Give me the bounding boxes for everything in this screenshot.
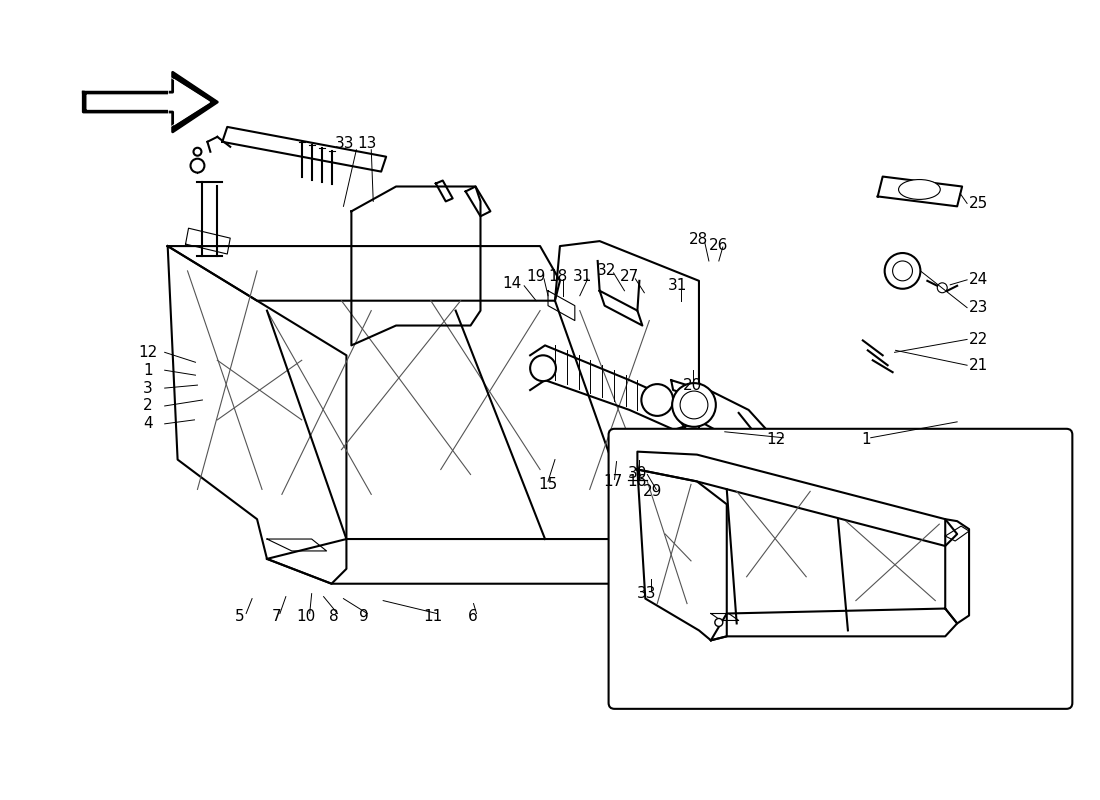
- Text: 12: 12: [139, 345, 157, 360]
- Circle shape: [680, 391, 708, 419]
- Circle shape: [715, 618, 723, 626]
- Text: 5: 5: [235, 609, 245, 624]
- Circle shape: [884, 253, 921, 289]
- Text: 1: 1: [143, 362, 153, 378]
- Text: 4: 4: [143, 416, 153, 431]
- Text: 8: 8: [329, 609, 339, 624]
- Text: 19: 19: [527, 270, 546, 284]
- Text: 17: 17: [603, 474, 623, 489]
- Text: 20: 20: [683, 378, 703, 393]
- FancyBboxPatch shape: [608, 429, 1072, 709]
- Circle shape: [190, 158, 205, 173]
- Circle shape: [641, 384, 673, 416]
- Text: 23: 23: [969, 300, 989, 315]
- Text: 27: 27: [619, 270, 639, 284]
- Ellipse shape: [899, 179, 940, 199]
- Polygon shape: [87, 76, 209, 128]
- Circle shape: [194, 148, 201, 156]
- Circle shape: [718, 450, 728, 459]
- Circle shape: [672, 383, 716, 427]
- Text: 16: 16: [628, 474, 647, 489]
- Text: 29: 29: [642, 484, 662, 499]
- Text: 9: 9: [360, 609, 370, 624]
- Text: 32: 32: [597, 263, 616, 278]
- Text: 15: 15: [538, 477, 558, 492]
- Text: 2: 2: [143, 398, 153, 414]
- Text: 18: 18: [548, 270, 568, 284]
- Text: 33: 33: [334, 136, 354, 151]
- Circle shape: [530, 355, 556, 381]
- Circle shape: [937, 283, 947, 293]
- Text: 26: 26: [710, 238, 728, 253]
- Circle shape: [850, 471, 886, 507]
- Text: 12: 12: [767, 432, 786, 447]
- Polygon shape: [84, 72, 218, 132]
- Text: 11: 11: [424, 609, 442, 624]
- Text: 6: 6: [468, 609, 477, 624]
- Text: 13: 13: [358, 136, 377, 151]
- Text: 25: 25: [969, 196, 989, 211]
- Text: 14: 14: [503, 276, 521, 291]
- Text: 33: 33: [637, 586, 656, 601]
- Circle shape: [840, 462, 895, 517]
- Text: 31: 31: [573, 270, 593, 284]
- Text: 21: 21: [969, 358, 989, 373]
- Text: 30: 30: [628, 466, 647, 481]
- Text: 7: 7: [272, 609, 282, 624]
- Text: 3: 3: [143, 381, 153, 395]
- Circle shape: [892, 261, 913, 281]
- Text: 10: 10: [296, 609, 316, 624]
- Text: 24: 24: [969, 272, 989, 287]
- Text: 22: 22: [969, 332, 989, 347]
- Text: 1: 1: [861, 432, 870, 447]
- Text: 31: 31: [668, 278, 686, 294]
- Circle shape: [705, 436, 713, 444]
- Text: 28: 28: [690, 232, 708, 246]
